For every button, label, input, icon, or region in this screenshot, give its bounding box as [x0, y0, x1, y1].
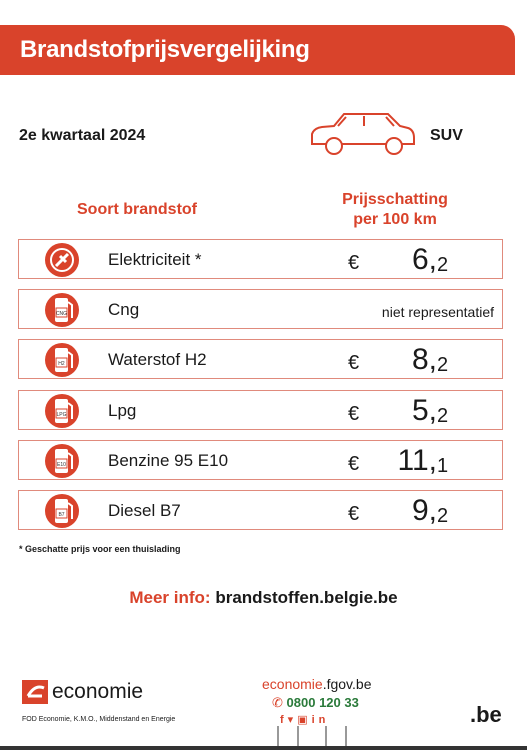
site[interactable]: economie.fgov.be — [262, 676, 371, 692]
icon-badge — [55, 508, 68, 519]
header-band: Brandstofprijsvergelijking — [0, 25, 515, 75]
currency: € — [348, 503, 360, 525]
price-whole: 9, — [411, 494, 437, 527]
social-in[interactable]: in — [311, 714, 330, 726]
currency: € — [348, 352, 360, 374]
logo-text: economie — [52, 680, 144, 703]
icon-hose — [67, 351, 73, 368]
price-note: niet representatief — [381, 304, 494, 320]
icon-plug — [54, 252, 70, 268]
icon-label: E10 — [57, 462, 66, 468]
car-icon — [311, 113, 415, 155]
table-row: B7 Diesel B7 €9, 2 — [18, 490, 503, 530]
fuel-icon: B7 — [45, 494, 79, 528]
phone: ✆ 0800 120 33 — [272, 695, 359, 711]
table-row: Elektriciteit * €6, 2 — [18, 239, 503, 279]
table-row: H2 Waterstof H2 €8, 2 — [18, 339, 503, 379]
icon-label: B7 — [58, 512, 64, 518]
icon-label: CNG — [56, 311, 67, 317]
social-stems — [277, 726, 347, 750]
currency: € — [348, 453, 360, 475]
logo-mark — [22, 680, 48, 704]
price-fraction: 1 — [437, 455, 449, 477]
fuel-name: Elektriciteit * — [108, 250, 202, 269]
phone-icon: ✆ — [272, 695, 283, 710]
price-fraction: 2 — [437, 505, 449, 527]
price-whole: 6, — [411, 243, 437, 276]
fuel-icon: LPG — [45, 394, 79, 428]
price-fraction: 2 — [437, 354, 449, 376]
fuel-icon: CNG — [45, 293, 79, 327]
vehicle: SUV — [430, 127, 463, 144]
column-header: Soort brandstof — [77, 201, 197, 218]
fuel-name: Waterstof H2 — [108, 350, 207, 369]
table-row: LPG Lpg €5, 2 — [18, 390, 503, 430]
fuel-name: Cng — [108, 300, 140, 319]
fuel-icon — [45, 243, 79, 277]
fuel-icon: E10 — [45, 444, 79, 478]
fuel-name: Lpg — [108, 401, 137, 420]
price-fraction: 2 — [437, 405, 449, 427]
price-whole: 8, — [411, 343, 437, 376]
fuel-icon: H2 — [45, 343, 79, 377]
icon-badge — [55, 357, 68, 368]
icon-ring — [50, 248, 74, 272]
icon-hose — [67, 301, 73, 318]
bottom-rule — [0, 746, 527, 750]
icon-label: H2 — [58, 361, 65, 367]
social-f[interactable]: f — [280, 714, 288, 726]
currency: € — [348, 403, 360, 425]
column-header: Prijsschatting per 100 km — [310, 190, 480, 230]
currency: € — [348, 252, 360, 274]
title: Brandstofprijsvergelijking — [20, 36, 310, 63]
icon-label: LPG — [56, 412, 66, 418]
price-whole: 11, — [397, 444, 437, 477]
more-info: Meer info: brandstoffen.belgie.be — [0, 588, 527, 608]
icon-badge — [55, 458, 68, 469]
header-line: Prijsschatting — [342, 191, 448, 208]
icon-hose — [67, 452, 73, 469]
table-row: CNG Cng niet representatief — [18, 289, 503, 329]
price-whole: 5, — [411, 394, 437, 427]
fuel-name: Benzine 95 E10 — [108, 451, 229, 470]
more-info-label: Meer info: — [129, 588, 211, 607]
icon-hose — [67, 502, 73, 519]
site-b: .fgov.be — [322, 676, 372, 692]
icon-badge — [55, 408, 68, 419]
icon-hose — [67, 402, 73, 419]
icon-badge — [55, 307, 68, 318]
social: f▾▣in — [280, 714, 330, 726]
org: FOD Economie, K.M.O., Middenstand en Ene… — [22, 716, 176, 723]
footnote: * Geschatte prijs voor een thuislading — [19, 544, 181, 554]
fuel-name: Diesel B7 — [108, 501, 181, 520]
header-line: per 100 km — [353, 211, 437, 228]
table-row: E10 Benzine 95 E10 €11, 1 — [18, 440, 503, 480]
price-fraction: 2 — [437, 254, 449, 276]
site-a: economie — [262, 676, 323, 692]
period: 2e kwartaal 2024 — [19, 127, 146, 144]
phone-number: 0800 120 33 — [286, 695, 359, 710]
be-logo: .be — [470, 702, 502, 727]
more-info-url[interactable]: brandstoffen.belgie.be — [215, 588, 398, 607]
